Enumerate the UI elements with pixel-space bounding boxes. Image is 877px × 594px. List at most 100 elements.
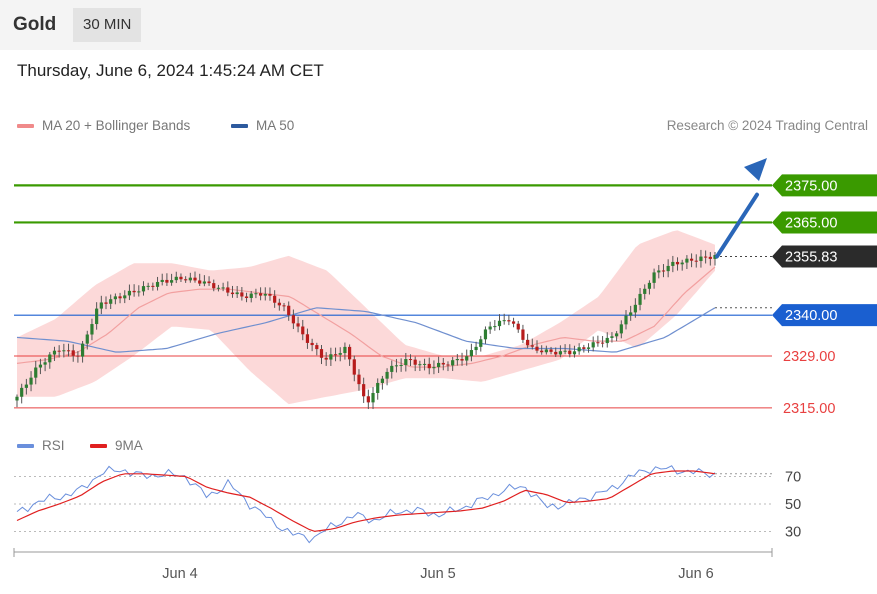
timeframe-button[interactable]: 30 MIN <box>73 8 142 42</box>
candle-body <box>600 342 605 344</box>
candle-body <box>90 324 94 335</box>
candle-body <box>109 299 113 304</box>
candle-body <box>24 384 28 388</box>
rsi-series-line <box>16 470 716 532</box>
candle-body <box>254 293 258 295</box>
level-tag <box>772 174 877 197</box>
candle-body <box>455 359 459 361</box>
candle-body <box>52 350 57 355</box>
candle-body <box>572 351 577 355</box>
level-label: 2329.00 <box>783 349 835 365</box>
candle-body <box>155 281 160 287</box>
candle-body <box>15 396 19 401</box>
candle-body <box>324 357 328 360</box>
candle-body <box>127 290 132 296</box>
candle-body <box>469 350 474 357</box>
candle-body <box>591 342 595 348</box>
candle-body <box>268 293 272 296</box>
ma9-swatch <box>90 443 107 448</box>
candle-body <box>577 347 581 352</box>
candle-body <box>141 286 146 292</box>
candle-body <box>699 256 703 262</box>
candle-body <box>184 279 188 281</box>
candle-body <box>244 296 249 298</box>
candle-body <box>343 346 347 354</box>
candle-body <box>207 281 211 284</box>
ma20-line <box>16 266 716 368</box>
candle-body <box>704 256 708 258</box>
candle-body <box>610 336 614 338</box>
candle-body <box>394 365 399 367</box>
candle-body <box>179 276 183 280</box>
legend-ma50: MA 50 <box>231 118 294 133</box>
ma50-line <box>16 307 716 353</box>
candle-body <box>282 305 286 307</box>
credit-text: Research © 2024 Trading Central <box>666 118 868 133</box>
candle-body <box>202 281 206 284</box>
candle-body <box>530 345 534 347</box>
rsi-swatch <box>17 443 34 448</box>
candle-body <box>408 359 413 361</box>
candle-body <box>34 367 38 378</box>
candle-body <box>535 346 539 351</box>
bollinger-swatch <box>17 123 34 128</box>
candle-body <box>240 292 244 297</box>
level-label: 2365.00 <box>785 215 837 231</box>
candle-body <box>329 354 333 360</box>
bollinger-band-area <box>17 230 715 405</box>
candle-body <box>708 256 712 259</box>
candle-body <box>605 337 609 344</box>
candle-body <box>493 326 497 328</box>
candle-body <box>713 255 717 259</box>
candle-body <box>437 362 441 368</box>
candle-body <box>165 279 169 283</box>
candle-body <box>516 323 520 330</box>
candle-body <box>427 363 431 369</box>
x-tick-label: Jun 5 <box>420 566 455 582</box>
candle-body <box>146 285 150 287</box>
candle-body <box>446 364 450 366</box>
legend-bollinger-label: MA 20 + Bollinger Bands <box>42 118 191 133</box>
candle-body <box>160 279 164 282</box>
candle-body <box>694 260 698 262</box>
candle-body <box>277 302 281 306</box>
candle-body <box>221 287 225 289</box>
candle-body <box>633 304 637 313</box>
candle-body <box>315 345 319 350</box>
candle-body <box>399 365 403 367</box>
candle-body <box>451 360 455 366</box>
candle-body <box>647 282 652 289</box>
candle-body <box>624 315 628 325</box>
candle-body <box>95 308 99 325</box>
candle-body <box>390 365 394 372</box>
candle-body <box>174 276 178 281</box>
level-label: 2355.83 <box>785 249 837 265</box>
candle-body <box>689 258 694 261</box>
candle-body <box>380 378 384 383</box>
candle-body <box>568 350 572 355</box>
asset-name: Gold <box>13 14 57 35</box>
candle-body <box>582 347 586 349</box>
rsi-tick-label: 30 <box>785 525 801 541</box>
candle-body <box>38 364 43 368</box>
candle-body <box>296 323 300 327</box>
candle-body <box>666 265 670 272</box>
candle-body <box>273 295 277 303</box>
rsi-tick-label: 70 <box>785 470 801 486</box>
candle-body <box>371 392 375 403</box>
level-tag <box>772 245 877 268</box>
candle-body <box>422 363 427 365</box>
candle-body <box>404 359 408 366</box>
candle-body <box>216 287 221 289</box>
candle-body <box>57 350 61 352</box>
candle-body <box>474 346 478 351</box>
candle-body <box>352 359 356 375</box>
candle-body <box>137 291 141 293</box>
candle-body <box>132 290 136 293</box>
candle-body <box>301 326 305 335</box>
candle-body <box>385 371 389 379</box>
legend-ma50-label: MA 50 <box>256 118 295 133</box>
rsi-tick-label: 50 <box>785 497 801 513</box>
legend-bollinger: MA 20 + Bollinger Bands <box>17 118 190 133</box>
